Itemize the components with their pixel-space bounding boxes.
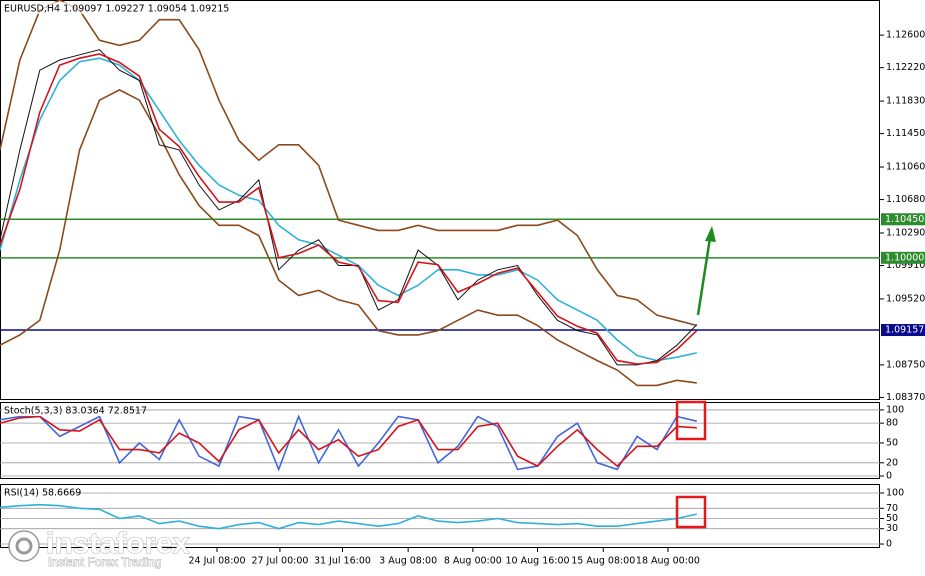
- panel-frame: [0, 0, 880, 400]
- y-tick-label: 1.11060: [886, 162, 925, 173]
- y-tick-label: 1.09910: [886, 260, 925, 271]
- watermark-brand: instaforex: [46, 527, 190, 560]
- y-tick-label: 1.11450: [886, 128, 925, 139]
- panel-frame: [0, 484, 880, 548]
- trend-arrow: [696, 237, 712, 316]
- x-tick-label: 8 Aug 00:00: [444, 556, 502, 567]
- y-tick-label: 20: [886, 457, 898, 468]
- highlight-box: [675, 495, 707, 529]
- level-label-box: [881, 324, 925, 337]
- arrow-head: [705, 226, 716, 242]
- panel-title: Stoch(5,3,3) 83.0364 72.8517: [4, 406, 147, 417]
- series-line: [0, 415, 697, 468]
- title-bg: [2, 486, 74, 498]
- level-label: 1.10000: [885, 252, 924, 263]
- panel-title: RSI(14) 58.6669: [4, 488, 81, 499]
- panel-title: EURUSD,H4 1.09097 1.09227 1.09054 1.0921…: [4, 4, 229, 15]
- panel-frame: [0, 402, 880, 479]
- logo: [8, 530, 40, 562]
- series-line: [0, 503, 697, 530]
- series-line: [0, 88, 697, 387]
- series-line: [0, 49, 698, 366]
- x-tick-label: 31 Jul 16:00: [314, 556, 371, 567]
- y-tick-label: 1.10290: [886, 227, 925, 238]
- y-tick-label: 0: [886, 539, 892, 550]
- x-tick-label: 27 Jul 00:00: [251, 556, 308, 567]
- level-label-box: [881, 213, 925, 226]
- logo: [15, 537, 33, 555]
- highlight-box: [675, 400, 707, 441]
- y-tick-label: 1.09520: [886, 293, 925, 304]
- y-tick-label: 1.08750: [886, 359, 925, 370]
- x-tick-label: 18 Aug 00:00: [636, 556, 700, 567]
- y-tick-label: 80: [886, 418, 898, 429]
- level-label: 1.10450: [885, 214, 924, 225]
- title-bg: [2, 404, 130, 416]
- series-line: [0, 57, 697, 362]
- y-tick-label: 50: [886, 513, 898, 524]
- watermark-tagline: Instant Forex Trading: [48, 555, 161, 569]
- series-line: [0, 0, 698, 327]
- y-tick-label: 100: [886, 404, 904, 415]
- series-group: [0, 0, 880, 387]
- level-label: 1.09157: [885, 325, 924, 336]
- series-group: [0, 414, 697, 472]
- y-tick-label: 70: [886, 503, 898, 514]
- y-tick-label: 50: [886, 437, 898, 448]
- y-tick-label: 30: [886, 523, 898, 534]
- y-tick-label: 1.10680: [886, 194, 925, 205]
- y-tick-label: 1.11830: [886, 96, 925, 107]
- x-tick-label: 3 Aug 08:00: [379, 556, 437, 567]
- x-tick-label: 10 Aug 16:00: [506, 556, 570, 567]
- y-tick-label: 100: [886, 487, 904, 498]
- y-tick-label: 1.12220: [886, 62, 925, 73]
- x-tick-label: 15 Aug 08:00: [571, 556, 635, 567]
- y-tick-label: 0: [886, 471, 892, 482]
- watermark: instaforex Instant Forex Trading: [8, 527, 190, 570]
- y-tick-label: 1.12600: [886, 30, 925, 41]
- series-line: [0, 53, 698, 365]
- series-group: [0, 503, 697, 530]
- y-tick-label: 1.08370: [886, 392, 925, 403]
- x-tick-label: 24 Jul 08:00: [189, 556, 246, 567]
- title-bg: [2, 2, 216, 14]
- level-label-box: [881, 251, 925, 264]
